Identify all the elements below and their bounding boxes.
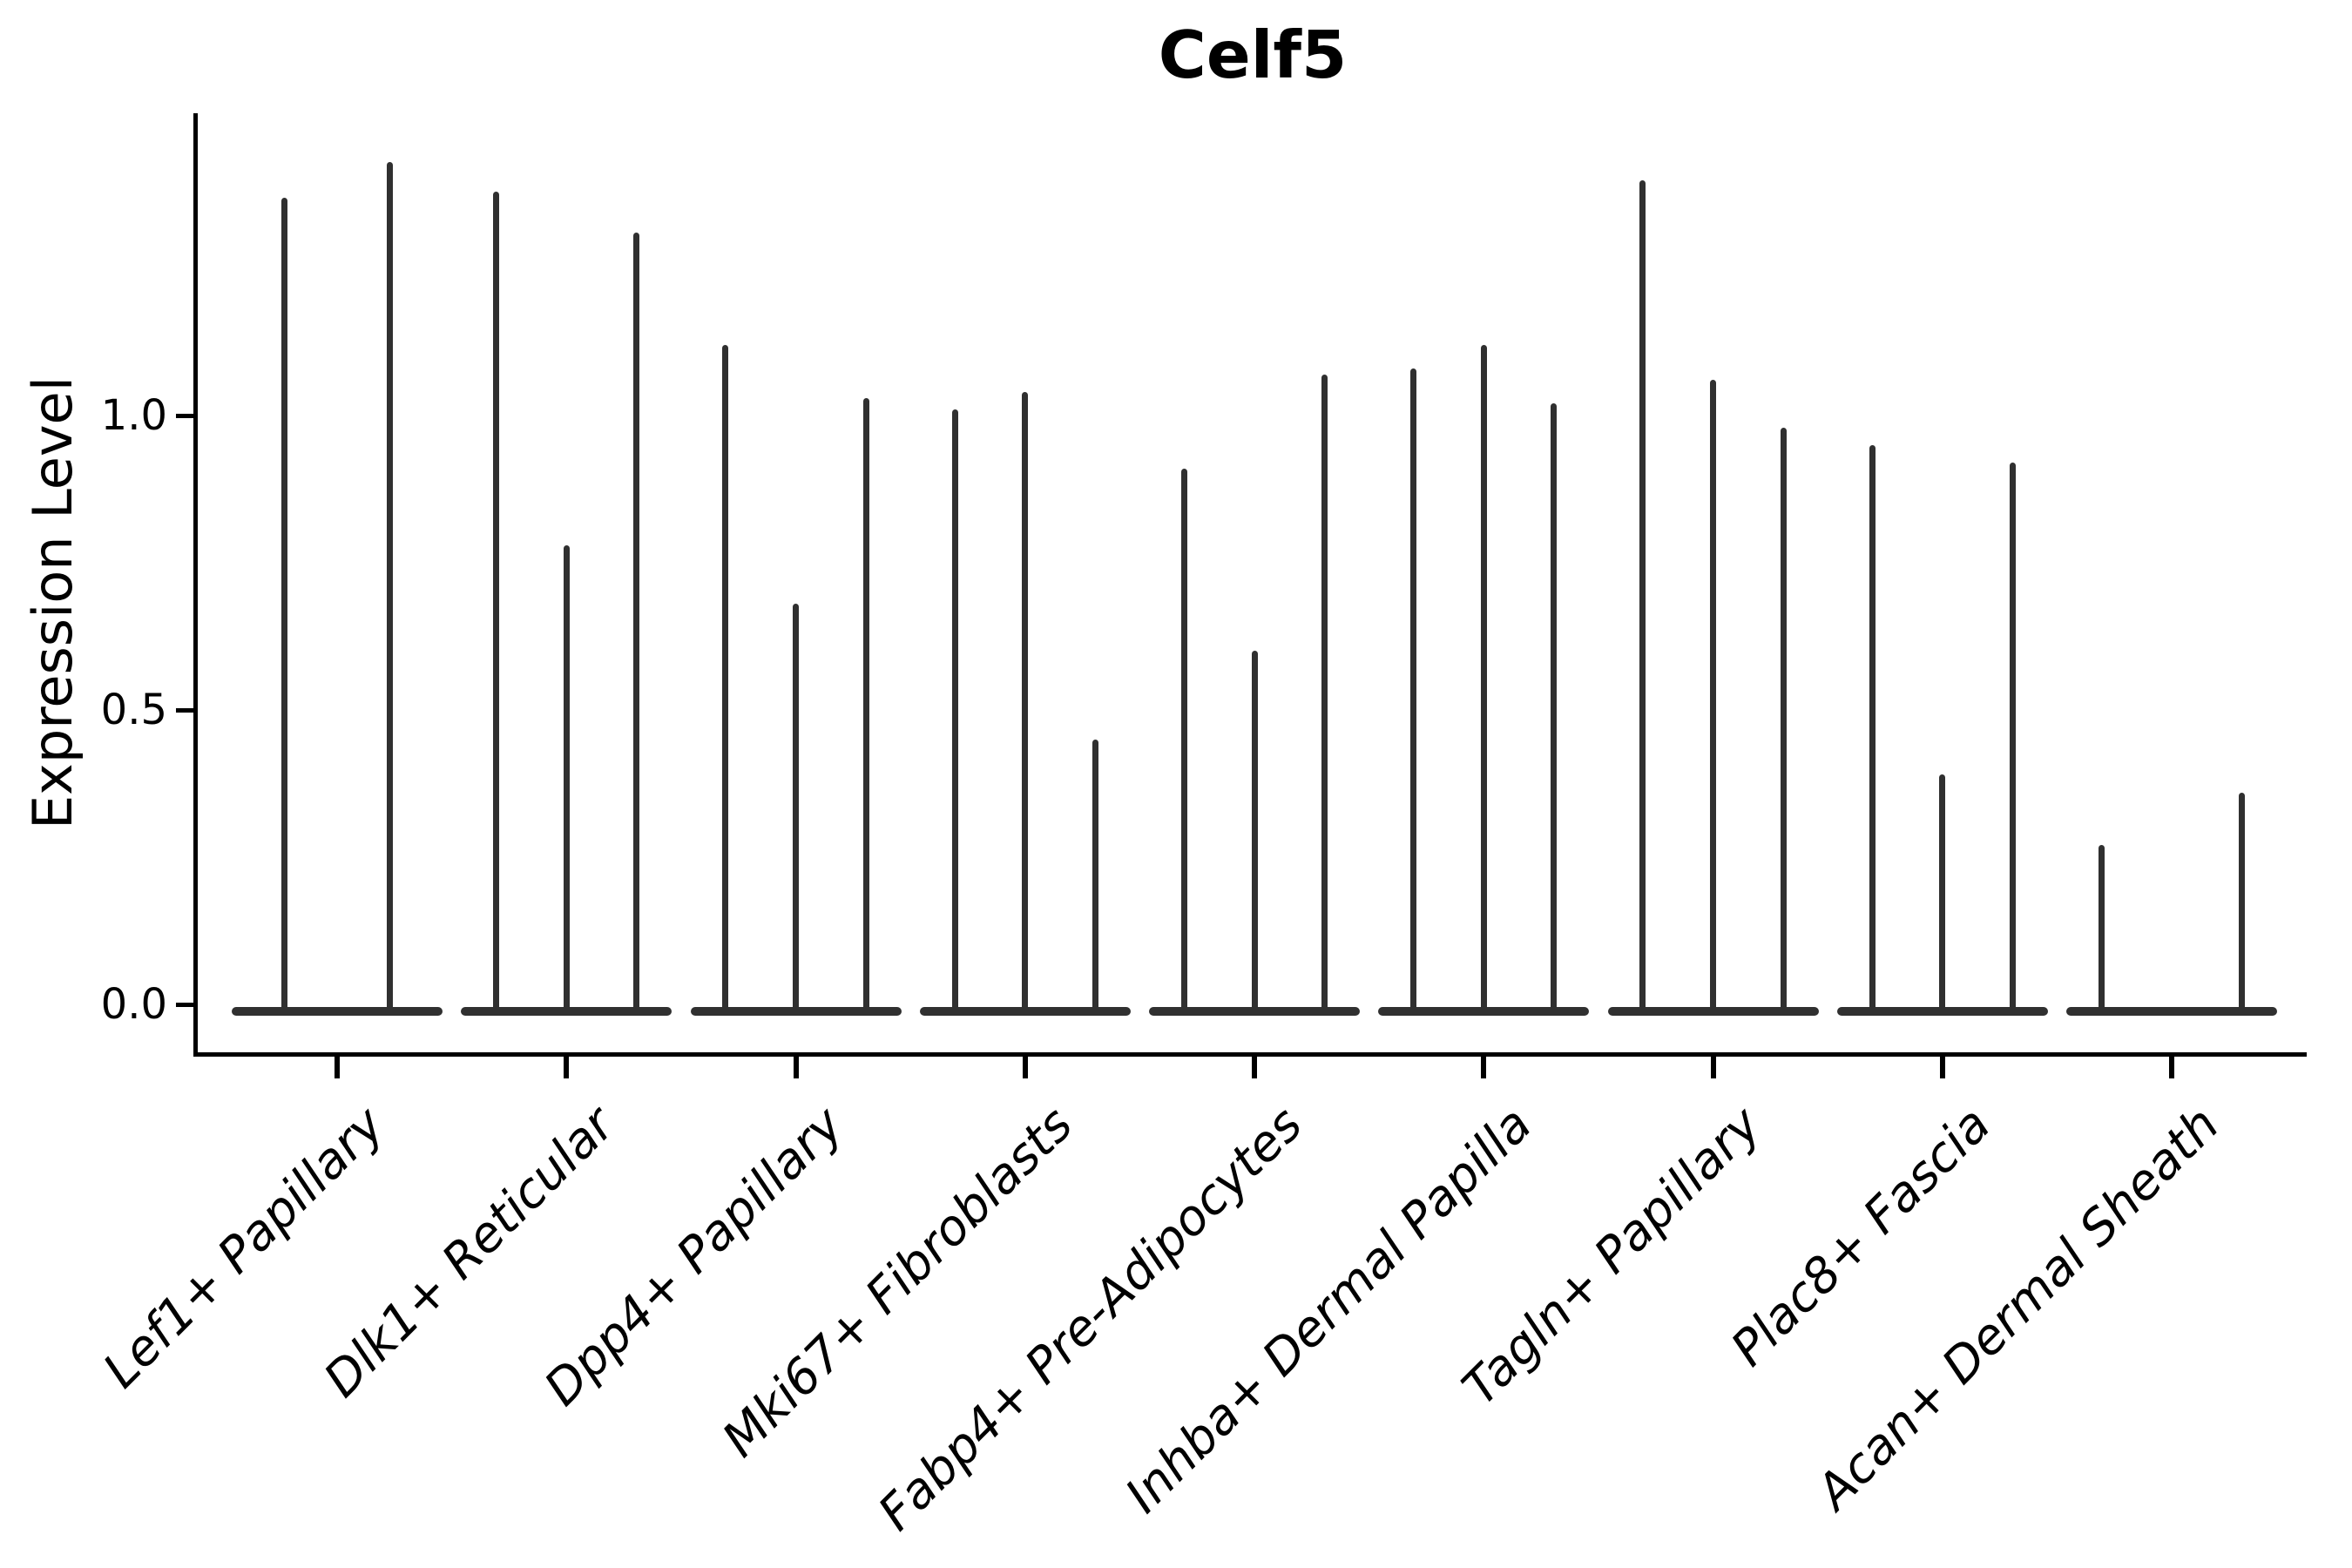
x-tick-mark bbox=[1481, 1056, 1487, 1078]
violin-spike bbox=[862, 397, 869, 1014]
y-tick-mark bbox=[176, 708, 193, 713]
x-tick-label: Acan+ Dermal Sheath bbox=[1806, 1096, 2231, 1521]
y-tick-mark bbox=[176, 414, 193, 418]
plot-title: Celf5 bbox=[1158, 17, 1348, 93]
y-axis-label: Expression Level bbox=[21, 376, 84, 829]
x-tick-mark bbox=[1252, 1056, 1257, 1078]
violin-spike bbox=[2239, 792, 2246, 1014]
violin-spike bbox=[1710, 380, 1716, 1014]
violin-base bbox=[232, 1007, 443, 1016]
violin-spike bbox=[1180, 468, 1187, 1014]
violin-spike bbox=[1092, 739, 1098, 1014]
violin-spike bbox=[1251, 651, 1258, 1014]
x-tick-label: Fabp4+ Pre-Adipocytes bbox=[868, 1096, 1314, 1542]
violin-spike bbox=[1551, 403, 1558, 1014]
y-axis-spine bbox=[193, 113, 198, 1057]
x-tick-mark bbox=[793, 1056, 799, 1078]
x-axis-spine bbox=[193, 1052, 2307, 1057]
y-tick-label: 0.0 bbox=[100, 980, 167, 1029]
violin-spike bbox=[493, 192, 500, 1014]
x-tick-mark bbox=[335, 1056, 340, 1078]
x-tick-label: Inhba+ Dermal Papilla bbox=[1114, 1096, 1543, 1524]
violin-spike bbox=[1869, 444, 1876, 1014]
violin-spike bbox=[1639, 179, 1646, 1014]
violin-spike bbox=[2098, 845, 2105, 1014]
violin-spike bbox=[563, 544, 570, 1014]
violin-spike bbox=[1410, 368, 1417, 1014]
violin-spike bbox=[1480, 344, 1487, 1014]
violin-spike bbox=[1939, 774, 1946, 1014]
violin-spike bbox=[1321, 374, 1328, 1014]
violin-spike bbox=[633, 233, 640, 1014]
violin-base bbox=[2066, 1007, 2277, 1016]
y-tick-mark bbox=[176, 1003, 193, 1007]
violin-spike bbox=[387, 162, 393, 1014]
violin-spike bbox=[281, 197, 287, 1014]
violin-spike bbox=[2009, 463, 2016, 1014]
x-tick-mark bbox=[1939, 1056, 1945, 1078]
violin-spike bbox=[1022, 391, 1029, 1014]
x-tick-mark bbox=[564, 1056, 570, 1078]
x-tick-mark bbox=[1710, 1056, 1716, 1078]
y-tick-label: 0.5 bbox=[100, 686, 167, 734]
violin-spike bbox=[793, 604, 799, 1014]
violin-spike bbox=[722, 344, 729, 1014]
violin-spike bbox=[951, 409, 958, 1014]
x-tick-mark bbox=[2169, 1056, 2174, 1078]
y-tick-label: 1.0 bbox=[100, 391, 167, 440]
x-tick-mark bbox=[1022, 1056, 1028, 1078]
violin-spike bbox=[1780, 427, 1787, 1014]
